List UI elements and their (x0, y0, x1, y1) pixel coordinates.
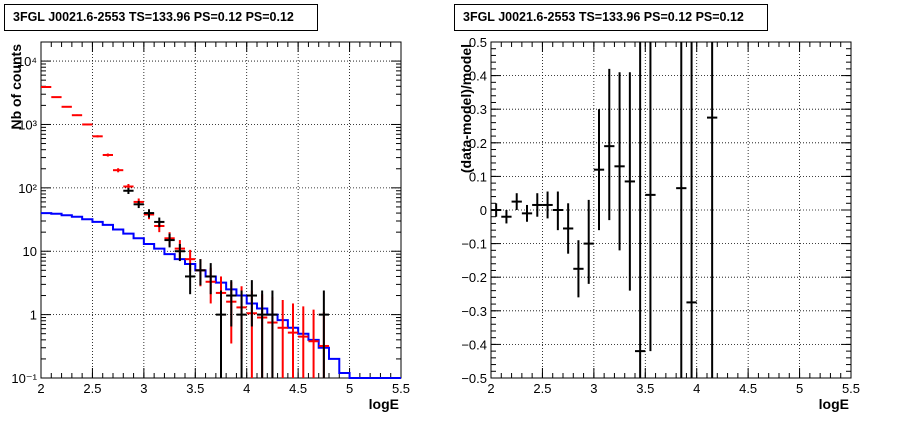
right-x-tick-label: 2.5 (533, 381, 551, 396)
left-y-tick-label: 10⁴ (17, 54, 37, 69)
right-y-tick-label: −0.2 (461, 270, 487, 285)
right-y-tick-label: 0.2 (469, 136, 487, 151)
right-y-tick-label: −0.5 (461, 371, 487, 386)
right-x-tick-label: 3.5 (636, 381, 654, 396)
right-x-tick-label: 2 (487, 381, 494, 396)
right-y-tick-label: −0.1 (461, 237, 487, 252)
left-y-axis-label: Nb of counts (8, 44, 24, 130)
right-y-tick-label: −0.4 (461, 337, 487, 352)
left-x-tick-label: 2.5 (83, 381, 101, 396)
right-y-tick-label: 0.5 (469, 35, 487, 50)
right-x-tick-label: 3 (590, 381, 597, 396)
left-x-axis-label: logE (369, 396, 399, 412)
right-x-axis-label: logE (819, 396, 849, 412)
right-x-tick-label: 5 (796, 381, 803, 396)
left-x-tick-label: 2 (37, 381, 44, 396)
right-x-tick-label: 4.5 (739, 381, 757, 396)
left-x-tick-label: 4.5 (289, 381, 307, 396)
right-chart-title: 3FGL J0021.6-2553 TS=133.96 PS=0.12 PS=0… (454, 4, 768, 31)
left-x-tick-label: 3.5 (186, 381, 204, 396)
right-x-tick-label: 4 (693, 381, 700, 396)
right-x-tick-label: 5.5 (842, 381, 860, 396)
right-y-tick-label: 0 (480, 203, 487, 218)
left-x-tick-label: 4 (243, 381, 250, 396)
left-y-tick-label: 10³ (18, 117, 37, 132)
left-y-tick-label: 1 (30, 308, 37, 323)
left-y-tick-label: 10 (23, 244, 37, 259)
right-y-tick-label: 0.4 (469, 69, 487, 84)
right-y-axis-label: (data-model)/model (458, 44, 474, 173)
left-x-tick-label: 3 (140, 381, 147, 396)
left-y-tick-label: 10⁻¹ (11, 371, 37, 386)
left-x-tick-label: 5.5 (392, 381, 410, 396)
left-chart-title: 3FGL J0021.6-2553 TS=133.96 PS=0.12 PS=0… (4, 4, 318, 31)
right-y-tick-label: −0.3 (461, 304, 487, 319)
left-y-tick-label: 10² (18, 181, 37, 196)
left-x-tick-label: 5 (346, 381, 353, 396)
right-y-tick-label: 0.3 (469, 102, 487, 117)
right-y-tick-label: 0.1 (469, 169, 487, 184)
